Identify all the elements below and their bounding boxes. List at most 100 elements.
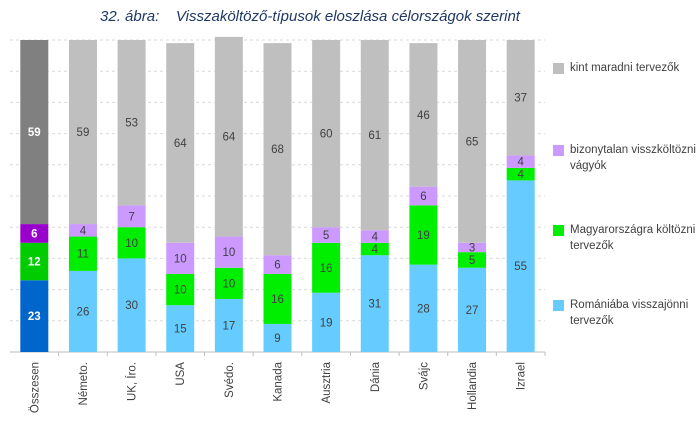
x-tick-label: Dánia [370, 361, 382, 392]
data-label: 64 [174, 138, 187, 150]
bar-segment [263, 274, 292, 324]
x-tick-label: Izrael [516, 362, 528, 390]
bar-segment [68, 270, 97, 352]
bar-segment [166, 242, 195, 274]
bar-segment [409, 186, 438, 206]
bar-segment [20, 224, 49, 243]
data-label: 64 [222, 132, 235, 144]
data-label: 16 [320, 263, 333, 275]
x-tick-label: Németo. [78, 362, 90, 405]
bar-segment [360, 255, 389, 352]
bar-segment [458, 242, 487, 253]
bar-segment [166, 274, 195, 306]
x-tick-label: Svédo. [224, 362, 236, 398]
bar-segment [312, 242, 341, 293]
bar-segment [20, 40, 49, 225]
legend-item: Magyarországra költözni tervezők [553, 222, 696, 254]
legend-swatch [553, 145, 564, 156]
data-label: 7 [128, 211, 134, 223]
bar-segment [68, 40, 97, 225]
legend-label: kint maradni tervezők [570, 62, 680, 74]
bar-segment [263, 323, 292, 352]
data-label: 5 [323, 230, 329, 242]
data-label: 6 [420, 191, 426, 203]
bar-segment [312, 292, 341, 352]
data-label: 10 [222, 278, 235, 290]
data-label: 11 [77, 249, 89, 261]
bar-segment [117, 40, 146, 206]
data-label: 37 [514, 93, 527, 105]
data-label: 5 [469, 255, 475, 267]
x-tick-label: Kanada [273, 361, 285, 401]
data-label: 4 [372, 244, 379, 256]
bar-segment [409, 205, 438, 265]
bar-segment [458, 252, 487, 268]
legend-item: bizonytalan visszköltözni vágyók [553, 142, 696, 174]
data-label: 9 [274, 333, 280, 345]
data-label: 53 [125, 118, 138, 130]
bar-segment [68, 236, 97, 271]
bar-segment [20, 242, 49, 281]
data-label: 19 [320, 317, 333, 329]
data-label: 6 [31, 228, 37, 240]
data-label: 4 [517, 169, 524, 181]
bar-segment [263, 43, 292, 256]
bar-segment [312, 227, 341, 243]
data-label: 10 [125, 238, 138, 250]
bar-segment [409, 264, 438, 352]
data-label: 4 [372, 232, 379, 244]
x-tick-label: Hollandia [467, 361, 479, 410]
bar-segment [458, 40, 487, 243]
legend-label: Romániába visszajönni tervezők [570, 299, 689, 327]
bar-segment [68, 224, 97, 237]
data-label: 46 [417, 110, 430, 122]
legend-swatch [553, 63, 564, 74]
legend-swatch [553, 225, 564, 236]
data-label: 6 [274, 260, 280, 272]
bar-segment [263, 255, 292, 274]
bar-segment [506, 40, 535, 156]
bar-segment [214, 298, 243, 352]
legend-item: Romániába visszajönni tervezők [553, 297, 696, 329]
bar-segment [214, 267, 243, 299]
data-label: 61 [368, 130, 381, 142]
data-label: 55 [514, 261, 527, 273]
x-tick-label: USA [175, 362, 187, 386]
data-label: 10 [174, 285, 187, 297]
data-label: 17 [222, 320, 235, 332]
bar-segment [506, 167, 535, 181]
legend-item: kint maradni tervezők [553, 60, 696, 76]
data-label: 16 [271, 294, 284, 306]
data-label: 15 [174, 324, 187, 336]
bar-segment [360, 230, 389, 243]
data-label: 59 [77, 127, 90, 139]
x-tick-label: UK, Íro. [126, 362, 139, 401]
data-label: 3 [469, 242, 475, 254]
data-label: 4 [80, 225, 87, 237]
data-label: 28 [417, 303, 430, 315]
data-label: 27 [466, 305, 479, 317]
bar-segment [409, 43, 438, 187]
legend-swatch [553, 300, 564, 311]
data-label: 30 [125, 300, 138, 312]
data-label: 10 [174, 253, 187, 265]
bar-segment [360, 40, 389, 231]
bar-segment [20, 280, 49, 352]
x-tick-label: Svájc [418, 362, 430, 390]
bar-segment [166, 43, 195, 243]
data-label: 60 [320, 129, 333, 141]
bar-segment [214, 236, 243, 268]
data-label: 12 [28, 257, 41, 269]
data-label: 65 [466, 136, 479, 148]
data-label: 19 [417, 230, 430, 242]
data-label: 26 [77, 306, 90, 318]
data-label: 31 [368, 299, 381, 311]
bar-segment [506, 180, 535, 352]
bar-segment [117, 258, 146, 352]
bar-segment [214, 36, 243, 237]
data-label: 4 [517, 157, 524, 169]
bar-segment [117, 227, 146, 259]
legend-label: bizonytalan visszköltözni vágyók [570, 144, 696, 172]
chart-title: 32. ábra: Visszaköltöző-típusok eloszlás… [100, 8, 520, 25]
